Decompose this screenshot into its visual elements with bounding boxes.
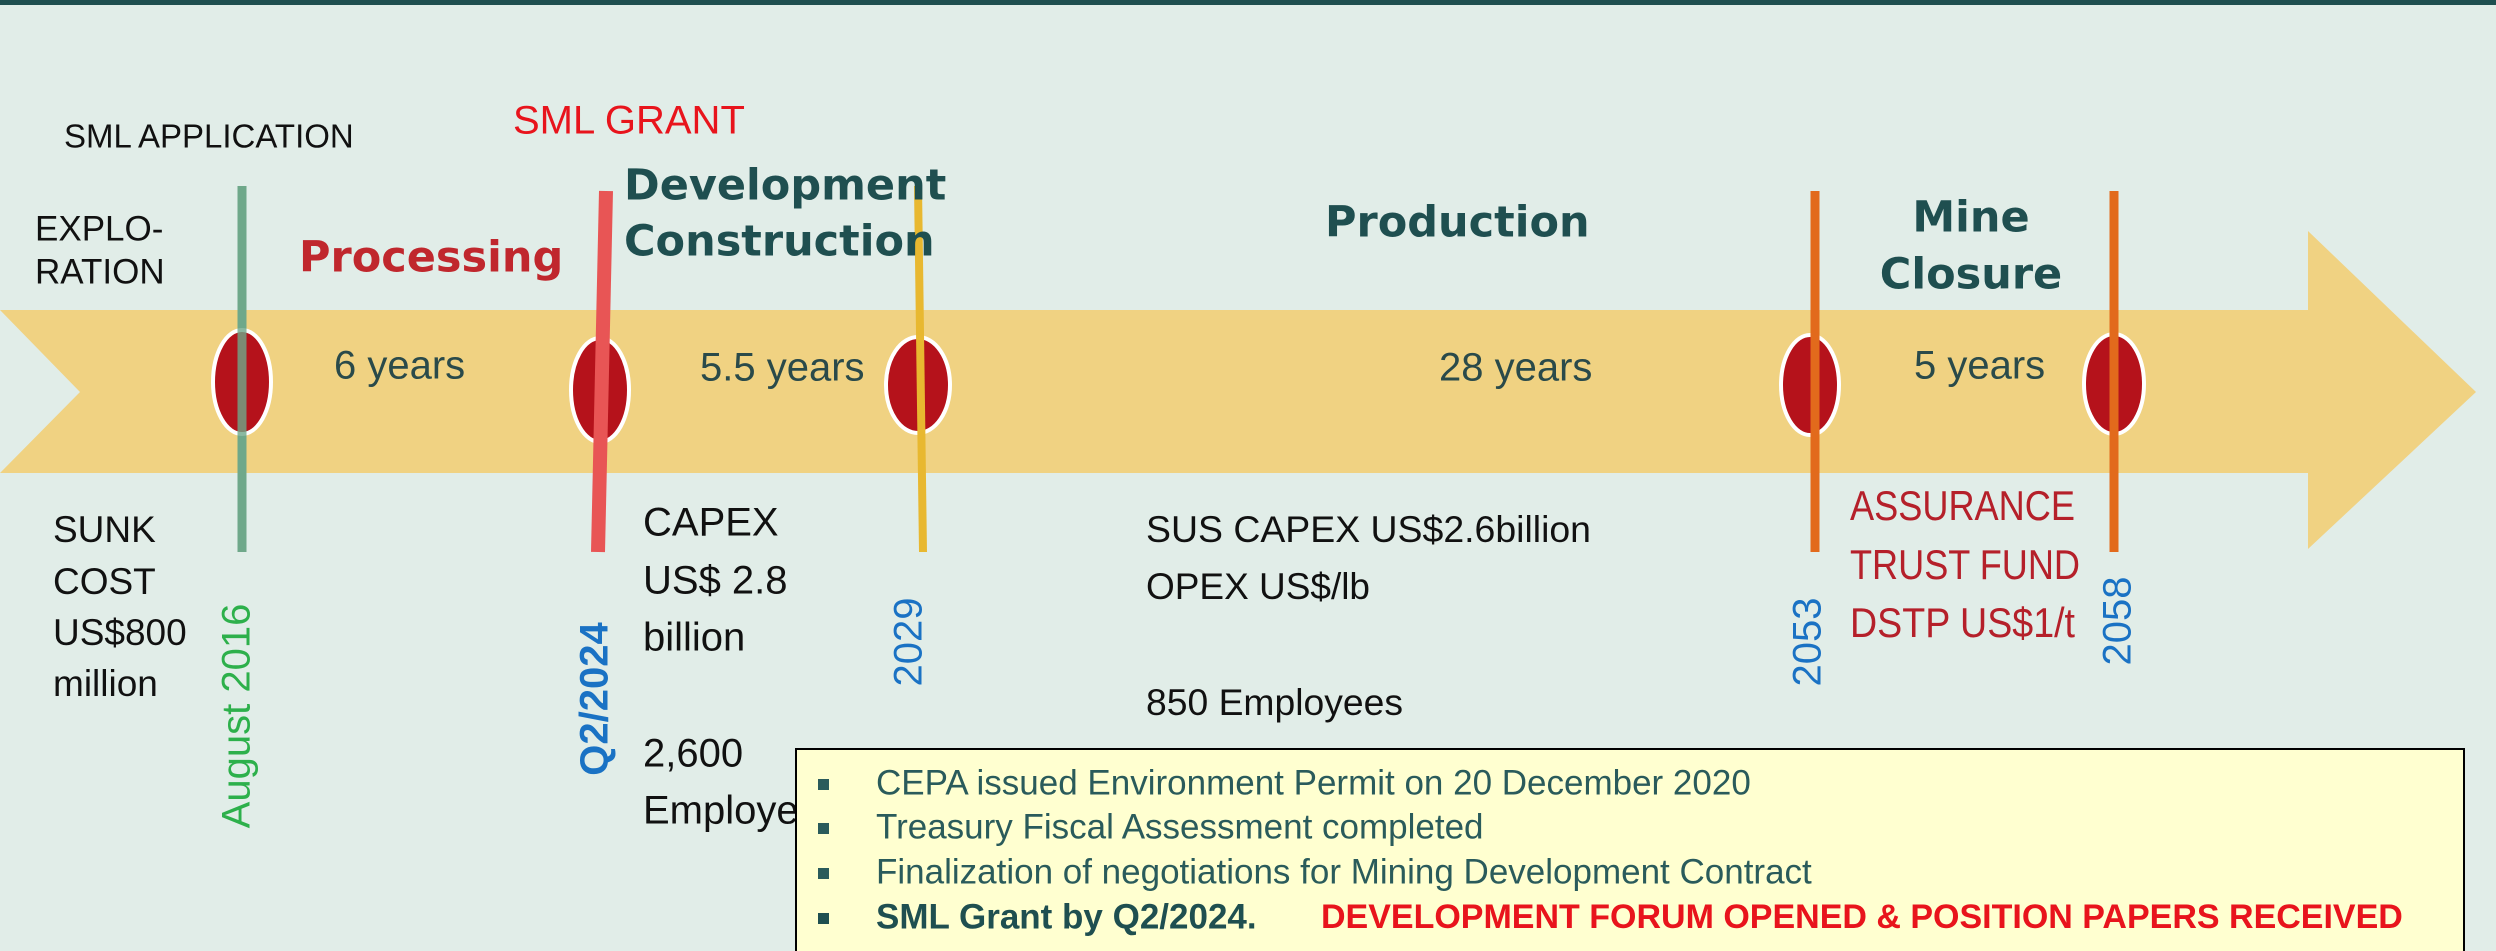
milestone-date: August 2016 <box>215 604 259 829</box>
note: OPEX US$/lb <box>1146 566 1370 607</box>
milestone-date: 2029 <box>887 598 931 687</box>
phase-title: RATION <box>35 252 165 291</box>
phase-title: Processing <box>299 233 563 283</box>
phase-title: Construction <box>624 217 935 267</box>
status-item: Treasury Fiscal Assessment completed <box>876 807 1484 846</box>
phase-duration: 5.5 years <box>700 346 865 390</box>
milestone-date: Q2/2024 <box>573 622 617 776</box>
phase-title: Production <box>1325 198 1590 248</box>
note: SUS CAPEX US$2.6billion <box>1146 509 1591 550</box>
marker <box>1779 191 1841 552</box>
note: ASSURANCE <box>1850 482 2075 529</box>
phase-title: Development <box>624 161 946 211</box>
note: 850 Employees <box>1146 682 1403 723</box>
status-highlight: DEVELOPMENT FORUM OPENED & POSITION PAPE… <box>1321 898 2403 936</box>
note: million <box>53 663 158 704</box>
note: TRUST FUND <box>1850 541 2080 588</box>
phase-duration: 28 years <box>1439 346 1592 390</box>
top-bar <box>0 0 2496 5</box>
bullet <box>818 779 829 790</box>
note: SUNK <box>53 509 156 550</box>
phase-title: Mine <box>1912 193 2029 243</box>
milestone-label: SML APPLICATION <box>64 118 354 155</box>
milestone-label: SML GRANT <box>513 99 745 143</box>
status-box <box>795 748 2465 951</box>
marker <box>211 186 273 552</box>
milestone-date: 2053 <box>1786 598 1830 687</box>
milestone-date: 2058 <box>2096 577 2140 666</box>
note: CAPEX <box>643 501 779 545</box>
timeline-arrow <box>0 231 2476 549</box>
note: US$800 <box>53 612 187 653</box>
note: US$ 2.8 <box>643 559 788 603</box>
note: 2,600 <box>643 732 743 776</box>
phase-title: EXPLO- <box>35 209 163 248</box>
status-item: Finalization of negotiations for Mining … <box>876 852 1812 891</box>
bullet <box>818 868 829 879</box>
bullet <box>818 913 829 924</box>
marker <box>884 185 952 553</box>
phase-duration: 5 years <box>1914 344 2045 388</box>
note: DSTP US$1/t <box>1850 599 2075 646</box>
bullet <box>818 823 829 834</box>
status-item: CEPA issued Environment Permit on 20 Dec… <box>876 763 1751 802</box>
marker <box>569 190 631 553</box>
note: billion <box>643 616 745 660</box>
status-item: SML Grant by Q2/2024. <box>876 897 1257 936</box>
phase-duration: 6 years <box>334 344 465 388</box>
marker <box>2082 191 2146 552</box>
phase-title: Closure <box>1880 250 2062 300</box>
note: COST <box>53 561 156 602</box>
